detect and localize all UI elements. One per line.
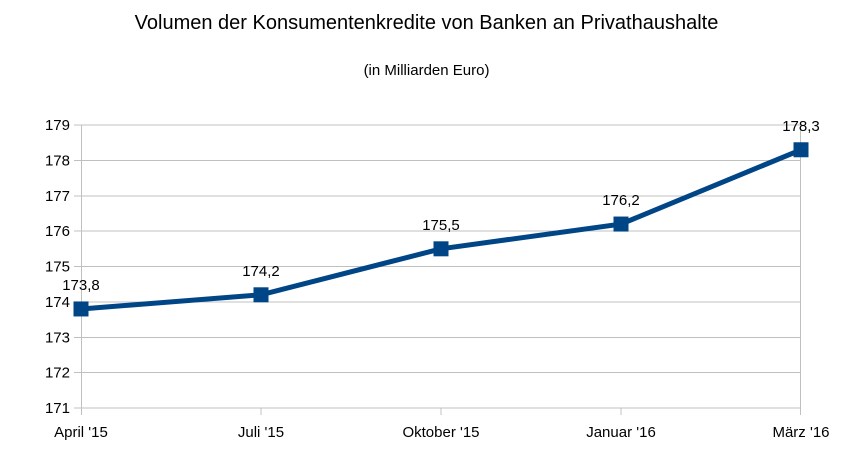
x-tick-label: Oktober '15 <box>402 424 479 441</box>
y-tick-label: 176 <box>45 223 70 240</box>
chart-subtitle: (in Milliarden Euro) <box>363 62 490 79</box>
x-tick-label: April '15 <box>54 424 108 441</box>
data-point-label: 178,3 <box>782 118 820 135</box>
y-tick-label: 179 <box>45 117 70 134</box>
data-point-label: 176,2 <box>602 192 640 209</box>
x-tick-label: Juli '15 <box>238 424 284 441</box>
y-tick-label: 178 <box>45 152 70 169</box>
y-tick-label: 174 <box>45 294 70 311</box>
data-point-marker <box>793 142 809 158</box>
y-tick-label: 177 <box>45 188 70 205</box>
y-tick-label: 173 <box>45 329 70 346</box>
data-point-label: 173,8 <box>62 277 100 294</box>
data-point-marker <box>433 241 449 257</box>
y-tick-label: 171 <box>45 400 70 417</box>
x-tick-label: Januar '16 <box>586 424 656 441</box>
data-point-label: 175,5 <box>422 217 460 234</box>
data-point-marker <box>253 287 269 303</box>
y-tick-label: 172 <box>45 365 70 382</box>
data-point-marker <box>73 301 89 317</box>
data-point-label: 174,2 <box>242 263 280 280</box>
x-tick-label: März '16 <box>772 424 829 441</box>
data-point-marker <box>613 216 629 232</box>
y-tick-label: 175 <box>45 259 70 276</box>
chart-title: Volumen der Konsumentenkredite von Banke… <box>134 12 719 34</box>
